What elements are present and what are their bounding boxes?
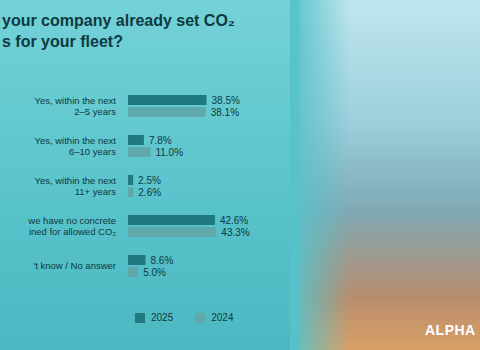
svg-text:43.3%: 43.3%	[221, 227, 249, 238]
html-text:ALPHA: ALPHA	[425, 322, 476, 338]
html-text:2025: 2025	[151, 312, 174, 323]
svg-text:7.8%: 7.8%	[149, 135, 172, 146]
svg-text:'t know / No answer: 't know / No answer	[33, 260, 116, 271]
svg-text:2.6%: 2.6%	[138, 187, 161, 198]
svg-text:Yes, within the next6–10 years: Yes, within the next6–10 years	[34, 135, 116, 157]
svg-text:11.0%: 11.0%	[155, 147, 183, 158]
svg-text:42.6%: 42.6%	[220, 215, 248, 226]
svg-text:we have no concreteined for al: we have no concreteined for allowed CO₂	[27, 215, 116, 237]
svg-text:5.0%: 5.0%	[143, 267, 166, 278]
svg-text:8.6%: 8.6%	[151, 255, 174, 266]
html-text:s for your fleet?: s for your fleet?	[2, 33, 123, 50]
svg-text:38.5%: 38.5%	[212, 95, 240, 106]
svg-text:Yes, within the next11+ years: Yes, within the next11+ years	[34, 175, 116, 197]
html-text:your company already set CO₂: your company already set CO₂	[2, 12, 235, 29]
svg-text:Yes, within the next2–5 years: Yes, within the next2–5 years	[34, 95, 116, 117]
svg-text:2.5%: 2.5%	[138, 175, 161, 186]
svg-text:38.1%: 38.1%	[211, 107, 239, 118]
html-text:2024: 2024	[211, 312, 234, 323]
